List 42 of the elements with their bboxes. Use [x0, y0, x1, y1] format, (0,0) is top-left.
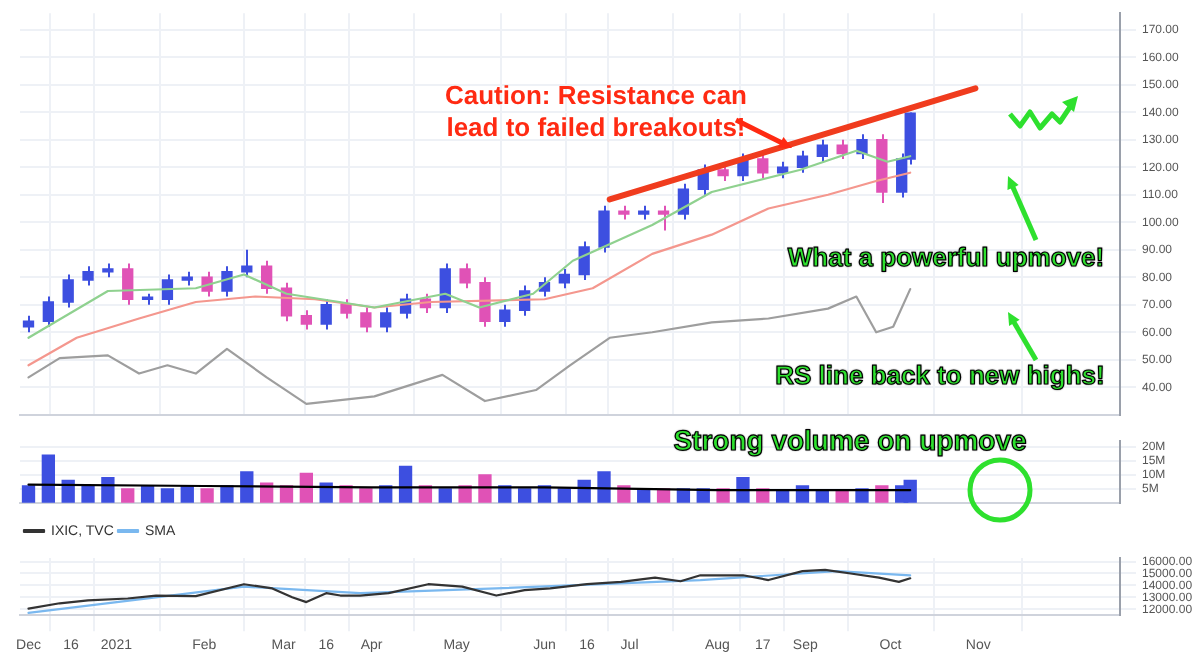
annotation: Caution: Resistance can lead to failed breakouts! — [443, 80, 749, 143]
candlestick — [578, 240, 590, 282]
candlestick — [796, 149, 809, 174]
candlestick — [757, 152, 769, 180]
bar — [815, 490, 829, 503]
candlestick — [62, 273, 74, 309]
candlestick — [221, 265, 233, 298]
bar — [240, 471, 254, 503]
bar — [835, 490, 849, 503]
candlestick — [320, 298, 332, 331]
candlestick — [657, 204, 670, 232]
bar — [736, 476, 750, 503]
bar — [597, 471, 611, 503]
candlestick — [856, 133, 868, 160]
candlestick — [340, 298, 352, 320]
annotation: What a powerful upmove! — [785, 242, 1107, 274]
candlestick — [558, 268, 570, 290]
bar — [21, 485, 36, 503]
candlestick — [161, 273, 174, 306]
bar — [41, 454, 56, 503]
candlestick — [360, 306, 372, 334]
candlestick — [816, 138, 828, 163]
bar — [359, 488, 373, 503]
bar — [121, 488, 135, 503]
bar — [438, 488, 452, 503]
bar — [478, 474, 492, 503]
candlestick — [300, 309, 312, 331]
candlestick — [380, 306, 392, 334]
bar — [200, 488, 214, 503]
candlestick — [459, 262, 471, 290]
bar — [160, 488, 175, 503]
bar — [81, 485, 95, 503]
candlestick — [42, 295, 55, 328]
candlestick — [82, 265, 94, 287]
annotation: Strong volume on upmove — [671, 424, 1029, 458]
bar — [101, 476, 115, 503]
bar — [775, 490, 790, 503]
candlestick — [598, 204, 610, 254]
candlestick — [499, 303, 511, 328]
annotation: RS line back to new highs! — [773, 360, 1107, 392]
candlestick — [122, 262, 134, 306]
bar — [517, 488, 532, 503]
